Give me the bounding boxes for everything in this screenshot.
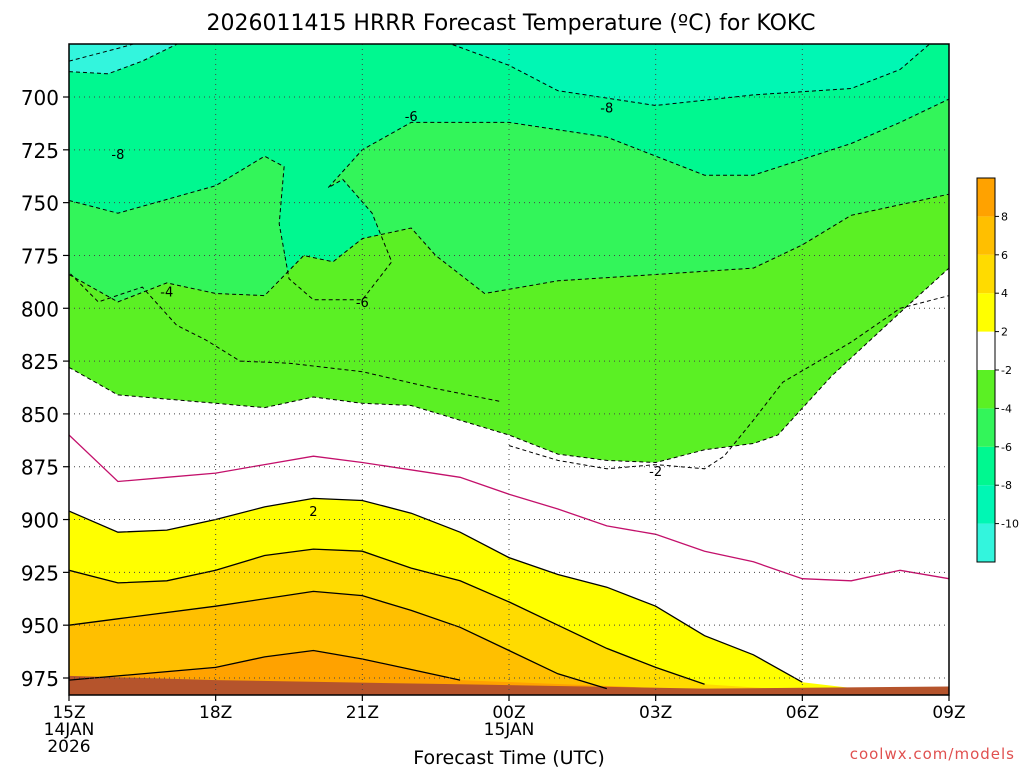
contour-line <box>69 44 931 107</box>
colorbar-swatch <box>977 331 995 370</box>
contour-line-layer <box>69 44 949 690</box>
colorbar-swatch <box>977 446 995 486</box>
x-tick-label: 09Z <box>932 703 965 723</box>
contour-label: -8 <box>600 102 613 117</box>
colorbar-label: 8 <box>1001 210 1008 223</box>
x-tick-label: 00Z <box>492 703 525 723</box>
x-tick-label: 15JAN <box>484 720 535 740</box>
contour-label: -8 <box>111 148 124 163</box>
contour-line <box>69 649 461 681</box>
contour-label-layer: -8 -6 -8 -4 -6 -2 2 <box>111 102 662 521</box>
y-tick-label: 800 <box>21 297 59 321</box>
y-tick-label: 825 <box>21 350 59 374</box>
terrain-ground <box>69 675 949 695</box>
colorbar-label: -10 <box>1001 518 1019 531</box>
y-tick-label: 925 <box>21 561 59 585</box>
x-tick-label: 18Z <box>199 703 232 723</box>
x-tick-label: 14JAN <box>44 720 95 740</box>
contour-line <box>69 497 803 683</box>
contour-line <box>69 98 949 301</box>
y-tick-label: 725 <box>21 139 59 163</box>
contour-line <box>508 295 949 470</box>
colorbar-swatch <box>977 293 995 332</box>
contour-line <box>69 193 949 303</box>
contour-line <box>69 590 607 690</box>
x-tick-label: 21Z <box>346 703 379 723</box>
y-tick-label: 875 <box>21 456 59 480</box>
colorbar-swatch <box>977 408 995 447</box>
contour-label: -6 <box>405 110 418 125</box>
contour-line <box>69 272 500 402</box>
x-tick-label: 2026 <box>47 737 90 757</box>
contour-label: -2 <box>649 465 662 480</box>
contour-label: -6 <box>356 296 369 311</box>
contour-label: 2 <box>309 505 317 520</box>
colorbar-swatch <box>977 216 995 255</box>
y-tick-label: 700 <box>21 86 59 110</box>
y-tick-label: 750 <box>21 192 59 216</box>
y-tick-label: 975 <box>21 667 59 691</box>
temperature-fill-layer <box>69 44 949 695</box>
y-tick-label: 850 <box>21 403 59 427</box>
colorbar-label: -6 <box>1001 441 1012 454</box>
contour-line <box>69 434 949 582</box>
contour-line <box>69 44 179 75</box>
contour-label: -4 <box>160 285 173 300</box>
colorbar-swatch <box>977 370 995 409</box>
colorbar-swatch <box>977 485 995 524</box>
x-tick-label: 06Z <box>786 703 819 723</box>
footer-credit: coolwx.com/models <box>850 745 1015 763</box>
y-tick-label: 775 <box>21 244 59 268</box>
colorbar-label: 2 <box>1001 326 1008 339</box>
colorbar-swatch <box>977 254 995 294</box>
y-tick-label: 900 <box>21 509 59 533</box>
colorbar: -10 -8 -6 -4 -2 2 4 6 8 <box>976 177 1019 563</box>
colorbar-label: -8 <box>1001 479 1012 492</box>
contour-line <box>69 548 705 685</box>
colorbar-label: 4 <box>1001 287 1008 300</box>
colorbar-label: -4 <box>1001 402 1012 415</box>
x-tick-label: 15Z <box>52 703 85 723</box>
fill-band-minus10-to-minus8 <box>69 44 930 106</box>
fill-band-below-minus10-top <box>69 44 178 74</box>
colorbar-label: 6 <box>1001 249 1008 262</box>
colorbar-label: -2 <box>1001 364 1012 377</box>
colorbar-swatch <box>977 523 995 562</box>
y-axis: 700 725 750 775 800 825 850 875 900 925 950 975 <box>21 86 69 691</box>
chart-title: 2026011415 HRRR Forecast Temperature (ºC… <box>206 11 815 36</box>
contour-line <box>69 267 949 464</box>
x-axis-label: Forecast Time (UTC) <box>413 747 604 768</box>
x-tick-label: 03Z <box>639 703 672 723</box>
y-tick-label: 950 <box>21 614 59 638</box>
colorbar-swatch <box>977 178 995 217</box>
